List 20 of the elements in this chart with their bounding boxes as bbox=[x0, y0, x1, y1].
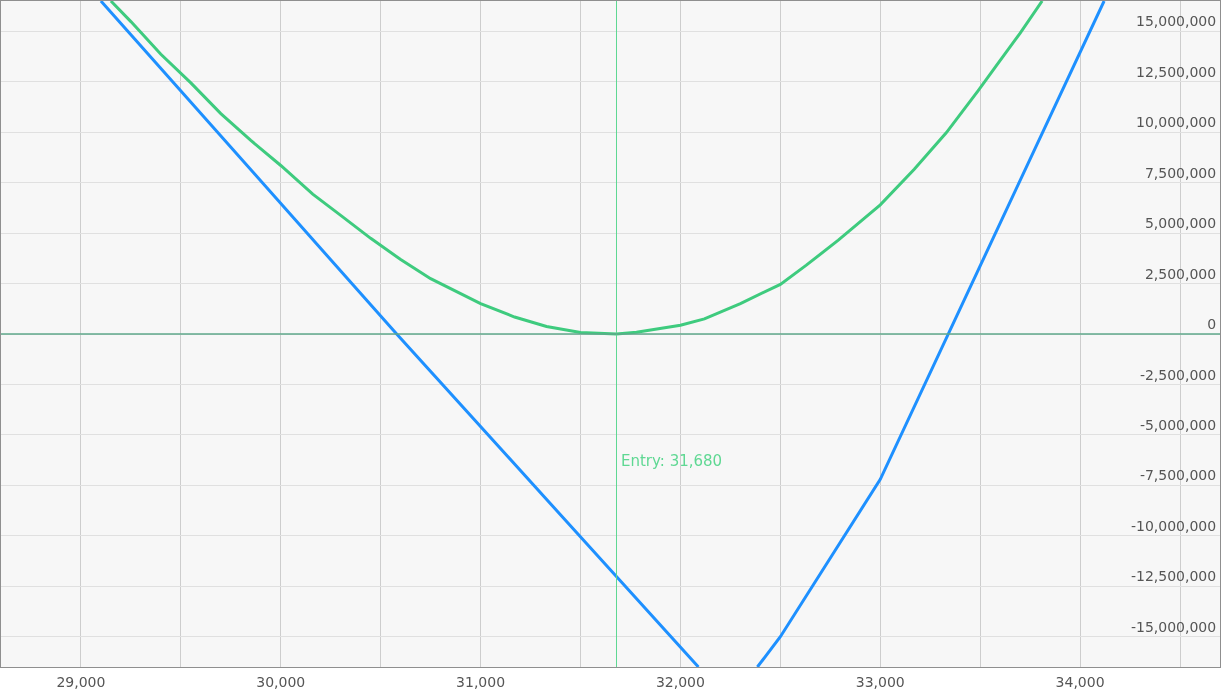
x-tick-label: 33,000 bbox=[855, 673, 905, 689]
y-tick-label: -2,500,000 bbox=[1139, 366, 1217, 383]
y-tick-label: 2,500,000 bbox=[1144, 265, 1217, 282]
x-tick-label: 34,000 bbox=[1055, 673, 1105, 689]
y-tick-label: -10,000,000 bbox=[1130, 517, 1217, 534]
x-tick-label: 30,000 bbox=[256, 673, 306, 689]
y-tick-label: -15,000,000 bbox=[1130, 618, 1217, 635]
y-tick-label: 15,000,000 bbox=[1136, 13, 1217, 30]
y-tick-label: 10,000,000 bbox=[1136, 114, 1217, 131]
x-tick-label: 32,000 bbox=[655, 673, 705, 689]
y-tick-label: -5,000,000 bbox=[1139, 417, 1217, 434]
x-tick-label: 31,000 bbox=[456, 673, 506, 689]
y-tick-label: -12,500,000 bbox=[1130, 568, 1217, 585]
y-tick-label: -7,500,000 bbox=[1139, 467, 1217, 484]
ref-line-label: Entry: 31,680 bbox=[621, 452, 723, 470]
x-tick-label: 29,000 bbox=[56, 673, 106, 689]
y-tick-label: 5,000,000 bbox=[1144, 215, 1217, 232]
y-tick-label: 12,500,000 bbox=[1136, 63, 1217, 80]
y-tick-label: 0 bbox=[1207, 316, 1217, 333]
y-tick-label: 7,500,000 bbox=[1144, 164, 1217, 181]
